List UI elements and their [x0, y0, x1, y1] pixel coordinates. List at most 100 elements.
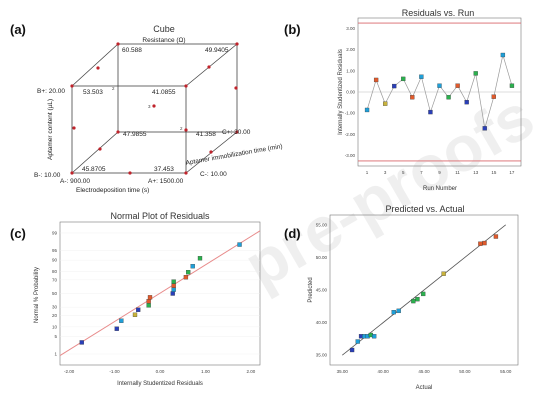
cube-point: [116, 42, 120, 46]
cube-point: [128, 171, 132, 175]
data-point: [186, 270, 191, 275]
chart-d-frame: [329, 214, 519, 366]
chart-b-ylabel: Internally Studentized Residuals: [338, 49, 344, 135]
cube-c-label: Aptamer immobilization time (min): [185, 143, 283, 167]
data-point: [197, 256, 203, 261]
y-tick-label: 90: [52, 258, 58, 263]
data-point: [183, 275, 189, 280]
data-point: [415, 296, 420, 302]
data-point: [411, 298, 416, 304]
chart-c-x-ticks: -2.00 -1.00 0.00 1.00 2.00: [64, 369, 256, 374]
cube-front-face: [71, 85, 187, 174]
data-point: [373, 77, 379, 83]
cube-b-axis-label: Aptamer content (µL): [47, 99, 54, 160]
chart-c-xlabel: Internally Studentized Residuals: [117, 381, 203, 387]
y-tick-label: -3.00: [345, 153, 356, 158]
data-point: [482, 126, 487, 131]
data-point: [171, 287, 176, 292]
cube-value: 47.9855: [123, 131, 147, 138]
cube-a-minus: A-: 900.00: [60, 178, 90, 185]
cube-a-plus: A+: 1500.00: [148, 178, 184, 185]
y-tick-label: 55.00: [316, 222, 328, 227]
panel-c-letter: (c): [10, 226, 26, 241]
cube-back-face: [117, 43, 238, 133]
data-point: [396, 308, 401, 314]
cube-edge-tr: [185, 43, 238, 87]
data-point: [421, 291, 426, 297]
chart-d-y-ticks: 35.00 40.00 45.00 50.00 55.00: [316, 222, 328, 357]
cube-point: [207, 65, 211, 69]
x-tick-label: 40.00: [377, 369, 389, 374]
chart-d-points: [349, 234, 499, 353]
y-tick-label: 50.00: [316, 255, 328, 260]
cube-point: [235, 42, 239, 46]
data-point: [119, 318, 124, 323]
y-tick-label: 95: [52, 248, 58, 253]
panel-b: (b) Residuals vs. Run -3.00 -2.00 -1.00 0.0…: [284, 8, 522, 192]
y-tick-label: 20: [52, 313, 58, 318]
chart-c-y-ticks: 1 5 10 20 30 50 70 80 90 95 99: [52, 230, 260, 357]
watermark: pre-proofs: [232, 80, 545, 302]
cube-corner-marker: 2: [112, 86, 115, 91]
data-point: [171, 283, 176, 288]
chart-b-y-ticks: -3.00 -2.00 -1.00 0.00 1.00 2.00 3.00: [345, 26, 356, 158]
chart-b-xlabel: Run Number: [423, 186, 457, 192]
y-tick-label: 80: [52, 269, 58, 274]
chart-c-points: [79, 242, 242, 345]
data-point: [146, 299, 151, 304]
cube-corner-marker: 2: [180, 126, 183, 131]
cube-value: 37.453: [154, 166, 174, 173]
cube-value: 49.9405: [205, 47, 229, 54]
x-tick-label: 11: [455, 170, 460, 175]
cube-point: [96, 66, 100, 70]
x-tick-label: -1.00: [109, 369, 120, 374]
cube-value: 60.588: [122, 47, 142, 54]
x-tick-label: 15: [491, 170, 497, 175]
x-tick-label: 50.00: [459, 369, 471, 374]
cube-b-plus: B+: 20.00: [37, 88, 65, 95]
y-tick-label: 2.00: [346, 47, 355, 52]
x-tick-label: 3: [384, 170, 387, 175]
y-tick-label: 45.00: [316, 288, 328, 293]
x-tick-label: 17: [509, 170, 515, 175]
x-tick-label: 2.00: [247, 369, 256, 374]
chart-c-fit-line: [59, 230, 261, 357]
cube-point: [184, 171, 188, 175]
chart-c-ylabel: Normal % Probability: [34, 267, 40, 323]
panel-c: (c) Normal Plot of Residuals 1 5 10 20 30 50 7…: [10, 211, 261, 387]
y-tick-label: 70: [52, 277, 58, 282]
data-point: [355, 339, 360, 344]
y-tick-label: 40.00: [316, 320, 328, 325]
cube-edges: [71, 43, 238, 174]
data-point: [493, 234, 499, 239]
data-point: [171, 279, 176, 284]
data-point: [190, 264, 195, 269]
fit-line: [59, 230, 261, 357]
x-tick-label: 1.00: [201, 369, 210, 374]
chart-c-title: Normal Plot of Residuals: [110, 211, 210, 221]
data-point: [79, 340, 84, 345]
cube-c-minus: C-: 10.00: [200, 171, 227, 178]
x-tick-label: 13: [473, 170, 479, 175]
panel-a-letter: (a): [10, 22, 26, 37]
data-point: [383, 101, 388, 106]
chart-b-limit-lines: [358, 22, 521, 162]
data-point: [146, 303, 151, 308]
data-point: [132, 312, 138, 317]
cube-edge-bl: [71, 131, 119, 174]
cube-b-minus: B-: 10.00: [34, 172, 61, 179]
y-tick-label: 99: [52, 230, 58, 235]
data-point: [500, 52, 506, 58]
data-point: [437, 83, 442, 88]
data-point: [349, 347, 355, 353]
data-point: [401, 76, 406, 82]
cube-point: [98, 147, 102, 151]
cube-point: [116, 130, 120, 134]
cube-point: [234, 86, 238, 90]
cube-point: [70, 84, 74, 88]
cube-center-marker: 3: [148, 104, 151, 109]
data-point: [455, 83, 460, 88]
cube-point: [235, 130, 239, 134]
cube-value: 53.503: [83, 89, 103, 96]
data-point: [441, 271, 446, 276]
